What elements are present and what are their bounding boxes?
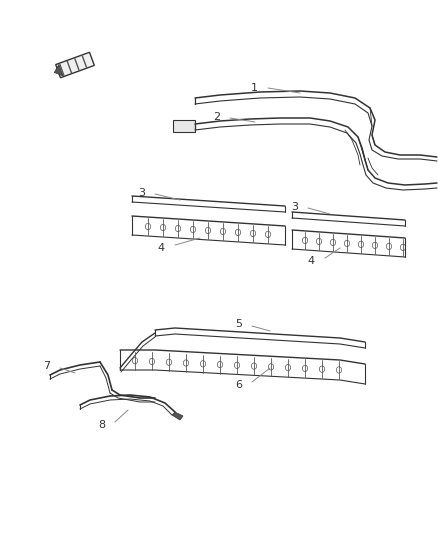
Circle shape bbox=[400, 244, 406, 251]
Polygon shape bbox=[54, 64, 63, 76]
Circle shape bbox=[132, 358, 138, 364]
Circle shape bbox=[286, 365, 291, 371]
Circle shape bbox=[160, 224, 166, 231]
Circle shape bbox=[184, 360, 189, 366]
Circle shape bbox=[336, 367, 342, 373]
Text: 7: 7 bbox=[43, 361, 50, 371]
Circle shape bbox=[372, 242, 378, 248]
Text: 1: 1 bbox=[251, 83, 258, 93]
Circle shape bbox=[319, 366, 325, 373]
Text: 6: 6 bbox=[235, 380, 242, 390]
Circle shape bbox=[234, 362, 240, 368]
Polygon shape bbox=[173, 120, 195, 132]
Circle shape bbox=[316, 238, 321, 245]
Text: 3: 3 bbox=[291, 202, 298, 212]
Text: 2: 2 bbox=[213, 112, 220, 122]
Polygon shape bbox=[172, 412, 183, 420]
Polygon shape bbox=[56, 52, 94, 78]
Circle shape bbox=[302, 237, 307, 244]
Circle shape bbox=[217, 361, 223, 368]
Circle shape bbox=[344, 240, 350, 247]
Circle shape bbox=[251, 363, 257, 369]
Circle shape bbox=[330, 239, 336, 246]
Circle shape bbox=[145, 223, 151, 230]
Circle shape bbox=[200, 361, 205, 367]
Circle shape bbox=[235, 229, 240, 236]
Circle shape bbox=[268, 364, 274, 370]
Circle shape bbox=[251, 230, 256, 237]
Text: 3: 3 bbox=[138, 188, 145, 198]
Text: 8: 8 bbox=[98, 420, 105, 430]
Circle shape bbox=[358, 241, 364, 248]
Text: 5: 5 bbox=[235, 319, 242, 329]
Circle shape bbox=[175, 225, 180, 232]
Circle shape bbox=[149, 358, 155, 365]
Circle shape bbox=[166, 359, 172, 366]
Circle shape bbox=[265, 231, 271, 238]
Circle shape bbox=[191, 227, 196, 233]
Text: 4: 4 bbox=[158, 243, 165, 253]
Circle shape bbox=[386, 243, 392, 249]
Circle shape bbox=[220, 228, 226, 235]
Circle shape bbox=[302, 365, 307, 372]
Circle shape bbox=[205, 227, 211, 233]
Text: 4: 4 bbox=[308, 256, 315, 266]
